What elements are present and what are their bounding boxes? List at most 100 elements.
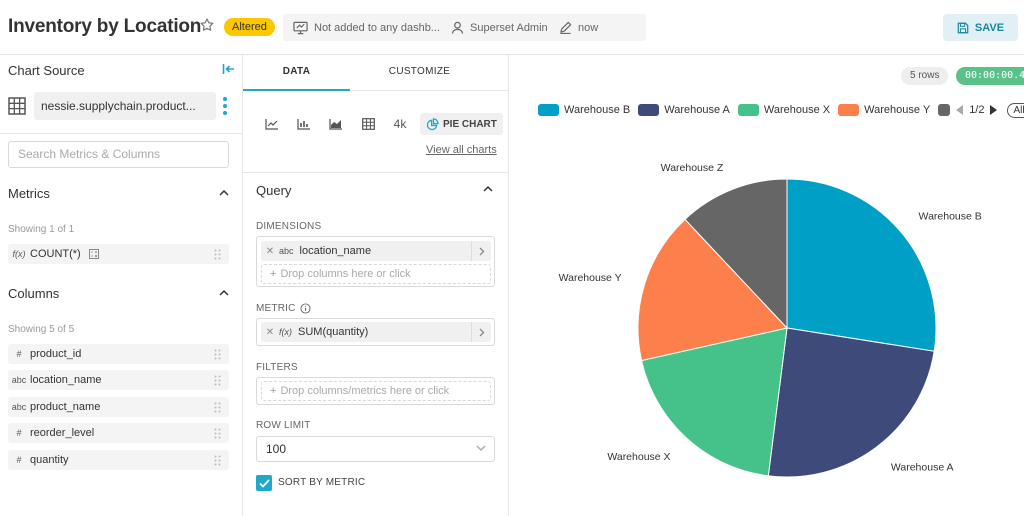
bar-chart-icon: [297, 119, 310, 130]
legend-item[interactable]: Warehouse B: [538, 104, 630, 116]
owner-info[interactable]: Superset Admin: [451, 14, 548, 41]
column-item[interactable]: abc product_name: [8, 397, 229, 417]
divider: [0, 133, 242, 134]
next-page-icon[interactable]: [990, 105, 998, 115]
pie-slice-warehouse-x[interactable]: [640, 327, 788, 477]
metric-item[interactable]: f(x) COUNT(*): [8, 244, 229, 264]
drag-handle-icon[interactable]: [214, 428, 221, 439]
legend-page: 1/2: [969, 104, 985, 116]
table-chart-button[interactable]: [352, 113, 384, 135]
save-icon: [957, 22, 969, 33]
bar-chart-button[interactable]: [288, 113, 320, 135]
chart-title[interactable]: Inventory by Location: [8, 16, 202, 37]
tab-data[interactable]: DATA: [243, 55, 350, 91]
metric-label: METRIC: [256, 303, 296, 314]
column-name: reorder_level: [30, 427, 95, 439]
legend-item[interactable]: [938, 104, 951, 116]
datasource-row: nessie.supplychain.product...: [8, 92, 238, 120]
dimensions-label: DIMENSIONS: [256, 221, 322, 232]
more-options-icon[interactable]: [222, 96, 228, 116]
chevron-up-icon[interactable]: [219, 289, 229, 296]
view-all-charts-link[interactable]: View all charts: [426, 144, 497, 156]
legend-label: Warehouse Y: [864, 104, 931, 116]
owner-text: Superset Admin: [470, 21, 548, 34]
close-icon[interactable]: ✕: [265, 326, 275, 338]
column-type-icon: #: [16, 349, 22, 359]
prev-page-icon[interactable]: [956, 105, 964, 115]
metrics-showing: Showing 1 of 1: [8, 224, 75, 235]
query-section-title[interactable]: Query: [256, 183, 292, 198]
tab-customize[interactable]: CUSTOMIZE: [388, 66, 451, 77]
dashboard-icon: [293, 21, 308, 34]
legend-label: Warehouse B: [564, 104, 631, 116]
drag-handle-icon[interactable]: [214, 402, 221, 413]
pie-slice-warehouse-a[interactable]: [767, 327, 935, 478]
control-panel: DATA CUSTOMIZE 4k PIE CHART View all cha…: [243, 55, 509, 516]
search-input[interactable]: Search Metrics & Columns: [8, 141, 229, 168]
metric-label-row: METRIC: [256, 303, 311, 314]
dimension-name: location_name: [299, 245, 372, 257]
column-item[interactable]: # quantity: [8, 450, 229, 470]
pie-chart-selected-button[interactable]: PIE CHART: [420, 113, 503, 135]
legend-item[interactable]: Warehouse X: [737, 104, 830, 116]
pie-slice-warehouse-z[interactable]: [684, 178, 788, 330]
row-limit-label: ROW LIMIT: [256, 420, 311, 431]
column-name: product_id: [30, 348, 82, 360]
metrics-section-title[interactable]: Metrics: [8, 186, 50, 201]
chevron-up-icon[interactable]: [219, 189, 229, 196]
columns-section-title[interactable]: Columns: [8, 286, 60, 301]
save-button[interactable]: SAVE: [943, 14, 1018, 41]
drag-handle-icon[interactable]: [214, 249, 221, 260]
collapse-panel-icon[interactable]: [222, 63, 235, 75]
sort-by-metric-checkbox[interactable]: [256, 475, 272, 491]
dashboards-info[interactable]: Not added to any dashb...: [293, 14, 440, 41]
row-limit-select[interactable]: 100: [256, 436, 495, 462]
column-item[interactable]: # reorder_level: [8, 423, 229, 443]
filter-drop-zone[interactable]: + Drop columns/metrics here or click: [261, 381, 491, 401]
sort-by-metric-label[interactable]: SORT BY METRIC: [278, 477, 366, 488]
star-icon[interactable]: [199, 17, 215, 33]
big-number-button[interactable]: 4k: [393, 117, 407, 131]
dimension-drop-zone[interactable]: + Drop columns here or click: [261, 264, 491, 284]
legend-item[interactable]: Warehouse A: [638, 104, 730, 116]
query-timer: 00:00:00.4: [956, 67, 1024, 85]
chevron-down-icon: [476, 445, 486, 451]
metric-name: COUNT(*): [30, 248, 81, 260]
pie-label: Warehouse Z: [661, 162, 724, 174]
chart-legend: Warehouse B Warehouse A Warehouse X Ware…: [538, 102, 1024, 118]
row-count-badge: 5 rows: [901, 67, 949, 85]
datasource-name[interactable]: nessie.supplychain.product...: [34, 92, 216, 120]
info-icon[interactable]: [299, 303, 311, 314]
drag-handle-icon[interactable]: [214, 349, 221, 360]
filters-box: + Drop columns/metrics here or click: [256, 377, 495, 405]
datasource-panel: Chart Source nessie.supplychain.product.…: [0, 55, 243, 516]
dimension-pill[interactable]: ✕ abc location_name: [261, 241, 491, 261]
close-icon[interactable]: ✕: [265, 245, 275, 257]
drag-handle-icon[interactable]: [214, 375, 221, 386]
modified-text: now: [578, 21, 599, 34]
pie-slice-warehouse-b[interactable]: [786, 178, 937, 352]
pencil-icon: [560, 21, 572, 34]
line-chart-icon: [265, 119, 278, 130]
altered-badge[interactable]: Altered: [224, 18, 275, 36]
chevron-right-icon[interactable]: [471, 322, 491, 342]
column-item[interactable]: abc location_name: [8, 370, 229, 390]
area-chart-button[interactable]: [320, 113, 352, 135]
modified-info[interactable]: now: [559, 14, 598, 41]
legend-item[interactable]: Warehouse Y: [838, 104, 930, 116]
chevron-right-icon[interactable]: [471, 241, 491, 261]
chevron-up-icon[interactable]: [483, 185, 493, 192]
metric-pill[interactable]: ✕ f(x) SUM(quantity): [261, 322, 491, 342]
legend-swatch: [938, 104, 951, 116]
chart-header: Inventory by Location Altered Not added …: [0, 0, 1024, 55]
dashboards-text: Not added to any dashb...: [314, 21, 440, 34]
chart-panel: 5 rows 00:00:00.4 Warehouse B Warehouse …: [509, 55, 1024, 516]
function-icon: f(x): [279, 327, 292, 337]
legend-select-all-button[interactable]: All: [1007, 102, 1024, 118]
function-icon: f(x): [12, 249, 26, 259]
line-chart-button[interactable]: [256, 113, 288, 135]
legend-swatch: [838, 104, 860, 116]
column-item[interactable]: # product_id: [8, 344, 229, 364]
pie-slice-warehouse-y[interactable]: [637, 218, 788, 362]
drag-handle-icon[interactable]: [214, 455, 221, 466]
